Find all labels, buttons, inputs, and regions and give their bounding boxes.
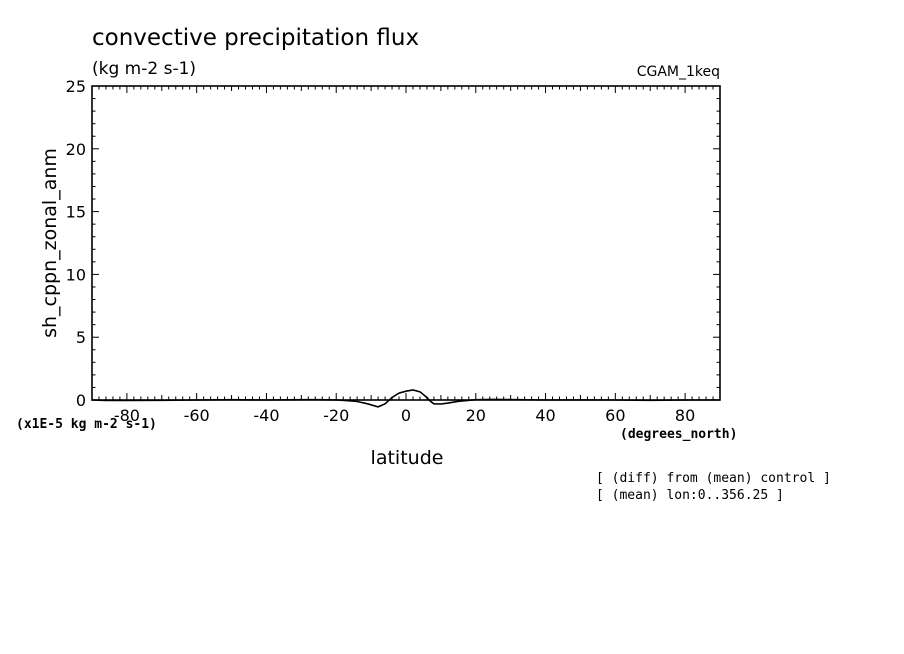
y-tick-label: 10 <box>66 265 86 284</box>
note-mean: [ (mean) lon:0..356.25 ] <box>596 488 784 503</box>
chart-units: (kg m-2 s-1) <box>92 59 196 79</box>
chart-title: convective precipitation flux <box>92 25 419 51</box>
y-tick-label: 20 <box>66 140 86 159</box>
x-tick-label: -60 <box>184 406 210 425</box>
x-axis-tick-labels: -80 -60 -40 -20 0 20 40 60 80 <box>114 406 695 425</box>
x-tick-label: 0 <box>401 406 411 425</box>
plot-frame <box>91 85 721 401</box>
x-tick-label: 40 <box>535 406 555 425</box>
x-tick-label: 60 <box>605 406 625 425</box>
x-tick-label: -20 <box>323 406 349 425</box>
x-axis-units: (degrees_north) <box>620 427 737 442</box>
dataset-label: CGAM_1keq <box>637 64 720 80</box>
x-tick-label: 80 <box>675 406 695 425</box>
x-axis-ticks <box>91 86 721 400</box>
y-axis-label: sh_cppn_zonal_anm <box>39 148 61 338</box>
y-tick-label: 15 <box>66 203 86 222</box>
y-scale-note: (x1E-5 kg m-2 s-1) <box>16 417 157 432</box>
x-tick-label: -40 <box>253 406 279 425</box>
y-tick-label: 25 <box>66 77 86 96</box>
y-tick-label: 0 <box>76 391 86 410</box>
x-axis-label: latitude <box>371 447 444 469</box>
x-tick-label: -80 <box>114 406 140 425</box>
note-diff: [ (diff) from (mean) control ] <box>596 471 831 486</box>
y-tick-label: 5 <box>76 328 86 347</box>
x-tick-label: 20 <box>466 406 486 425</box>
y-axis-tick-labels: 0 5 10 15 20 25 <box>66 77 86 410</box>
y-axis-ticks <box>92 85 720 401</box>
